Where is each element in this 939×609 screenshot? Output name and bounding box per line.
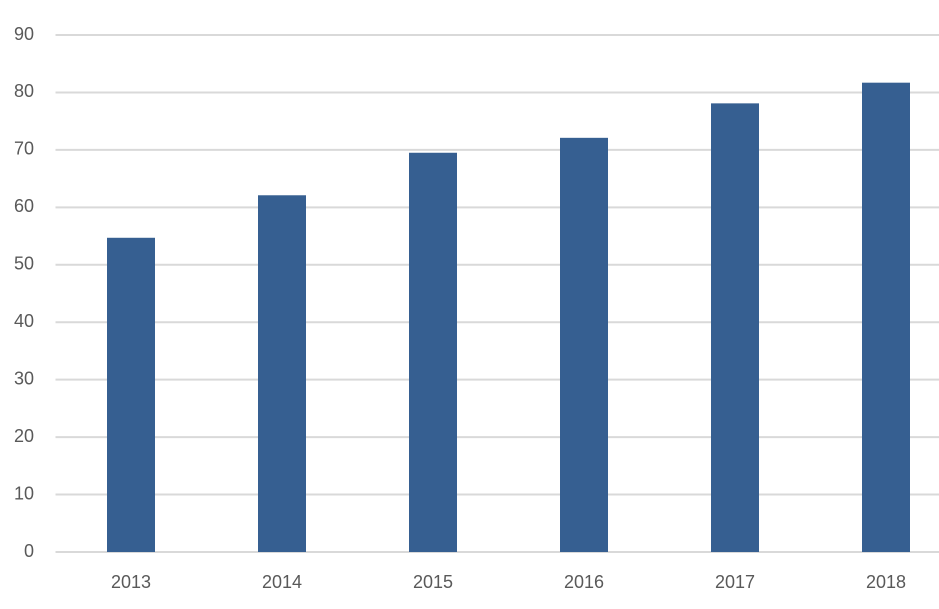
x-tick-label: 2014 [262,572,302,592]
x-tick-label: 2013 [111,572,151,592]
y-tick-label: 60 [14,196,34,216]
y-tick-label: 50 [14,254,34,274]
bar [409,152,457,552]
y-tick-label: 30 [14,368,34,388]
x-tick-label: 2015 [413,572,453,592]
bar [711,103,759,552]
y-tick-label: 80 [14,81,34,101]
x-tick-label: 2017 [715,572,755,592]
x-tick-label: 2018 [866,572,906,592]
y-tick-label: 20 [14,426,34,446]
bar [258,195,306,552]
bar [560,137,608,552]
x-tick-label: 2016 [564,572,604,592]
y-tick-label: 10 [14,483,34,503]
bar [862,82,910,552]
y-tick-label: 0 [24,541,34,561]
y-tick-label: 40 [14,311,34,331]
y-tick-label: 70 [14,139,34,159]
y-tick-label: 90 [14,24,34,44]
bar [107,237,155,553]
